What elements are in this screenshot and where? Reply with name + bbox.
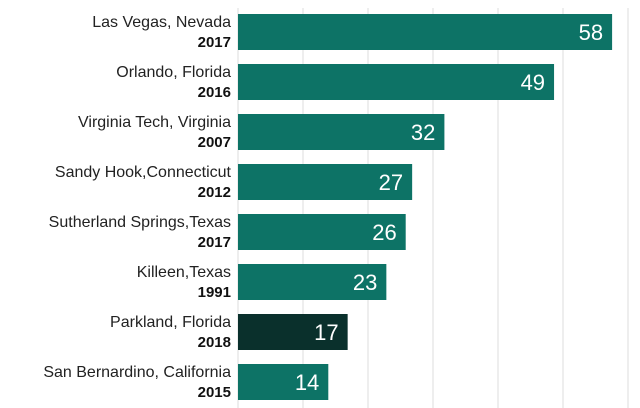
value-label-6: 17: [314, 320, 338, 345]
category-year-6: 2018: [198, 334, 231, 351]
bar-7: [238, 364, 329, 400]
category-year-5: 1991: [198, 284, 231, 301]
category-labels: Las Vegas, Nevada 2017 Orlando, Florida 201…: [43, 14, 231, 401]
value-label-7: 14: [295, 370, 319, 395]
category-year-3: 2012: [198, 184, 231, 201]
bar-1: [238, 64, 555, 100]
bar-0: [238, 14, 613, 50]
category-place-4: Sutherland Springs,Texas: [49, 214, 231, 231]
category-place-2: Virginia Tech, Virginia: [78, 114, 231, 131]
category-place-6: Parkland, Florida: [110, 314, 231, 331]
category-place-0: Las Vegas, Nevada: [92, 14, 231, 31]
value-label-3: 27: [379, 170, 403, 195]
value-label-0: 58: [579, 20, 603, 45]
bar-5: [238, 264, 387, 300]
value-label-1: 49: [521, 70, 545, 95]
bar-3: [238, 164, 413, 200]
value-label-2: 32: [411, 120, 435, 145]
bar-4: [238, 214, 406, 250]
category-place-7: San Bernardino, California: [43, 364, 231, 381]
bar-2: [238, 114, 445, 150]
category-place-3: Sandy Hook,Connecticut: [55, 164, 232, 181]
category-place-5: Killeen,Texas: [137, 264, 231, 281]
category-year-7: 2015: [198, 384, 231, 401]
category-year-0: 2017: [198, 34, 231, 51]
bars: 58 49 32 27 26 23 17 14: [238, 14, 613, 400]
category-year-1: 2016: [198, 84, 231, 101]
value-label-5: 23: [353, 270, 377, 295]
category-year-2: 2007: [198, 134, 231, 151]
value-label-4: 26: [372, 220, 396, 245]
category-place-1: Orlando, Florida: [116, 64, 231, 81]
bar-6: [238, 314, 348, 350]
category-year-4: 2017: [198, 234, 231, 251]
